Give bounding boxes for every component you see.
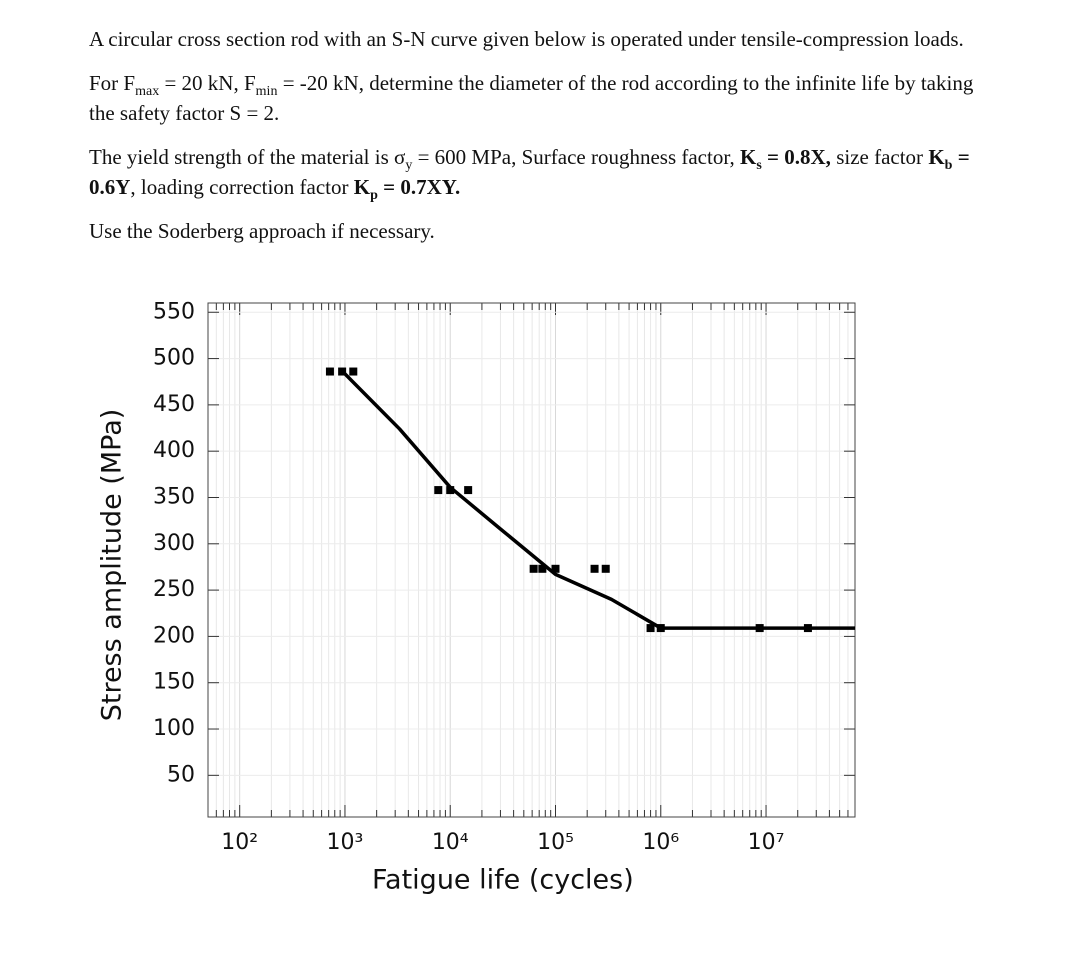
y-tick-label: 100 xyxy=(153,716,195,741)
text: = 0.6Y xyxy=(89,145,970,199)
x-tick-label: 10⁷ xyxy=(748,830,785,855)
y-tick-label: 200 xyxy=(153,623,195,648)
data-point xyxy=(338,367,347,376)
text: For F xyxy=(89,71,136,95)
text: = -20 kN, determine the diameter of the … xyxy=(89,71,974,125)
data-point xyxy=(646,624,655,633)
subscript: s xyxy=(756,158,762,174)
symbol: K xyxy=(353,175,371,199)
fit-curve xyxy=(341,370,855,630)
y-axis-title: Stress amplitude (MPa) xyxy=(97,409,128,722)
subscript: min xyxy=(255,84,278,100)
text: size factor xyxy=(830,145,929,169)
text: Use the Soderberg approach if necessary. xyxy=(89,219,435,243)
data-point xyxy=(464,486,473,495)
text: The yield strength of the material is σ xyxy=(89,145,406,169)
y-tick-label: 300 xyxy=(153,531,195,556)
x-tick-label: 10³ xyxy=(327,830,364,855)
y-tick-label: 150 xyxy=(153,670,195,695)
plot-frame xyxy=(207,302,856,818)
data-point xyxy=(538,564,547,573)
question-text: A circular cross section rod with an S-N… xyxy=(89,24,999,260)
data-point xyxy=(656,624,665,633)
y-tick-label: 50 xyxy=(167,762,195,787)
y-tick-label: 450 xyxy=(153,392,195,417)
text: , loading correction factor xyxy=(130,175,354,199)
y-tick-label: 500 xyxy=(153,346,195,371)
data-point xyxy=(590,564,599,573)
y-tick-label: 400 xyxy=(153,438,195,463)
data-point xyxy=(755,624,764,633)
y-tick-label: 250 xyxy=(153,577,195,602)
subscript: b xyxy=(944,158,953,174)
text: = 20 kN, F xyxy=(159,71,256,95)
y-tick-label: 550 xyxy=(153,299,195,324)
data-point xyxy=(551,564,560,573)
paragraph: A circular cross section rod with an S-N… xyxy=(89,24,999,54)
x-axis-title: Fatigue life (cycles) xyxy=(372,865,634,896)
data-point xyxy=(349,367,358,376)
data-point xyxy=(529,564,538,573)
x-tick-label: 10² xyxy=(221,830,258,855)
paragraph: Use the Soderberg approach if necessary. xyxy=(89,216,999,246)
paragraph: The yield strength of the material is σy… xyxy=(89,142,999,204)
symbol: K xyxy=(740,145,757,169)
subscript: p xyxy=(370,188,378,204)
text: = 600 MPa, Surface roughness factor, xyxy=(412,145,740,169)
text: = 0.7XY. xyxy=(377,175,461,199)
subscript: y xyxy=(405,158,413,174)
data-point xyxy=(434,486,443,495)
paragraph: For Fmax = 20 kN, Fmin = -20 kN, determi… xyxy=(89,68,999,128)
text: A circular cross section rod with an S-N… xyxy=(89,27,964,51)
subscript: max xyxy=(135,84,160,100)
text: = 0.8X, xyxy=(761,145,831,169)
y-tick-label: 350 xyxy=(153,484,195,509)
data-point xyxy=(803,624,812,633)
data-point xyxy=(325,367,334,376)
data-point xyxy=(601,564,610,573)
symbol: K xyxy=(928,145,945,169)
x-tick-label: 10⁶ xyxy=(642,830,679,855)
x-tick-label: 10⁵ xyxy=(537,830,574,855)
data-point xyxy=(446,486,455,495)
x-tick-label: 10⁴ xyxy=(432,830,469,855)
